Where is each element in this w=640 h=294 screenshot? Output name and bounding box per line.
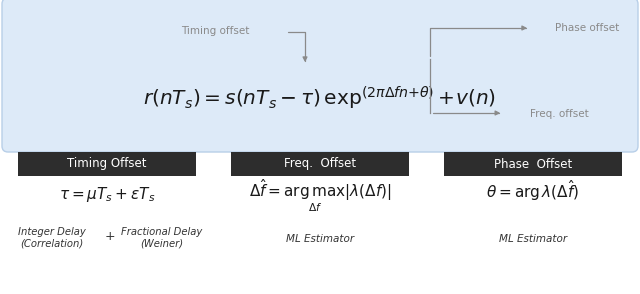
Text: Timing Offset: Timing Offset xyxy=(67,158,147,171)
Text: Timing offset: Timing offset xyxy=(181,26,249,36)
Text: Fractional Delay: Fractional Delay xyxy=(122,227,203,237)
Text: Integer Delay: Integer Delay xyxy=(18,227,86,237)
FancyBboxPatch shape xyxy=(18,152,196,176)
Text: $\theta = \arg\lambda(\Delta\hat{f})$: $\theta = \arg\lambda(\Delta\hat{f})$ xyxy=(486,178,580,203)
FancyBboxPatch shape xyxy=(231,152,409,176)
Text: Phase  Offset: Phase Offset xyxy=(494,158,572,171)
Text: ML Estimator: ML Estimator xyxy=(286,234,354,244)
Text: Phase offset: Phase offset xyxy=(555,23,620,33)
Text: Freq. offset: Freq. offset xyxy=(530,109,589,119)
Text: $r(nT_s) = s(nT_s - \tau)\,\exp^{(2\pi\Delta fn+\theta)}\!+\!v(n)$: $r(nT_s) = s(nT_s - \tau)\,\exp^{(2\pi\D… xyxy=(143,84,497,112)
Text: (Correlation): (Correlation) xyxy=(20,239,84,249)
Text: +: + xyxy=(105,230,115,243)
Text: ML Estimator: ML Estimator xyxy=(499,234,567,244)
Text: $\tau = \mu T_s + \epsilon T_s$: $\tau = \mu T_s + \epsilon T_s$ xyxy=(59,185,156,203)
Text: Freq.  Offset: Freq. Offset xyxy=(284,158,356,171)
FancyBboxPatch shape xyxy=(2,0,638,152)
Text: $\Delta\hat{f} = \underset{\Delta f}{\arg\max}|\lambda(\Delta f)|$: $\Delta\hat{f} = \underset{\Delta f}{\ar… xyxy=(249,178,391,214)
FancyBboxPatch shape xyxy=(444,152,622,176)
Text: (Weiner): (Weiner) xyxy=(140,239,184,249)
